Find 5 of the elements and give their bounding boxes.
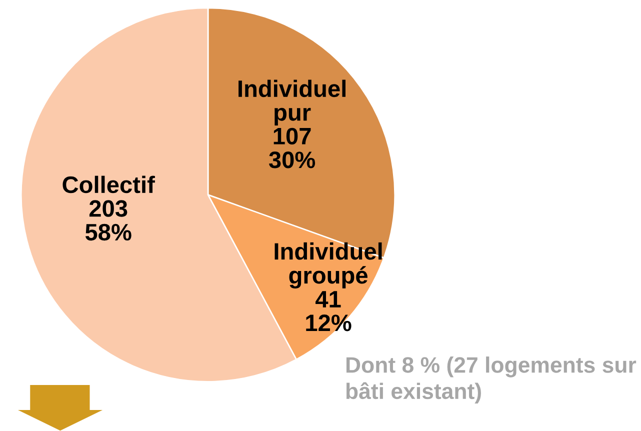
data-label: 107 30% (268, 128, 316, 168)
slice-label: Individuel pur (238, 80, 346, 126)
data-label: 203 58% (85, 200, 132, 241)
slice-label: Collectif (62, 176, 155, 194)
text: Dont 8 % (27 logements sur bâti existant) (346, 356, 636, 404)
